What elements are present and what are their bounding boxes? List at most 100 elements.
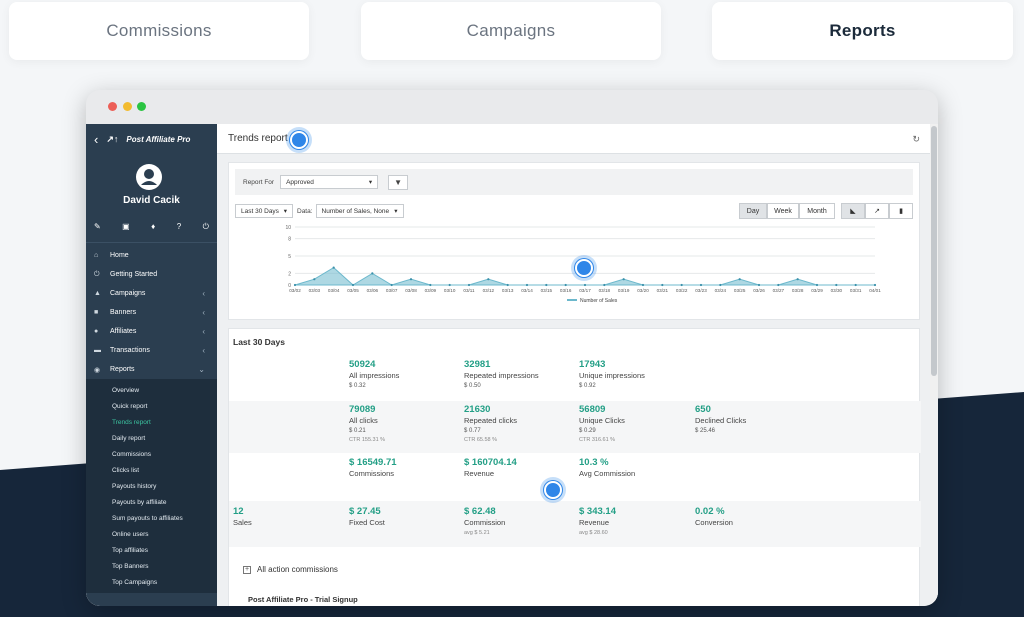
data-point [448,283,451,287]
power-icon[interactable]: ⏻ [202,222,209,231]
y-tick-label: 0 [288,283,291,289]
submenu-item-overview[interactable]: Overview [112,386,140,394]
back-icon[interactable]: ‹ [94,131,99,147]
refresh-icon[interactable]: ↻ [912,134,920,144]
help-icon[interactable]: ? [176,222,182,231]
submenu-item-online-users[interactable]: Online users [112,530,149,538]
sidebar-item-label: Transactions [110,347,150,354]
stat-value: 21630 [464,404,491,415]
data-select[interactable]: Number of Sales, None ▾ [315,204,404,218]
x-tick-label: 03/17 [579,288,591,293]
sidebar-item-transactions[interactable]: ▬ Transactions ‹ [86,341,217,360]
line-chart-button[interactable]: ↗ [865,203,889,219]
x-tick-label: 03/02 [289,288,301,293]
power-icon: ⏻ [94,270,100,278]
y-tick-label: 2 [288,271,291,277]
stat-conversion: 0.02 % Conversion [695,506,733,527]
sidebar-menu: ⌂ Home ⏻ Getting Started ▲ Campaigns ‹ ■ Bann… [86,246,217,593]
month-button[interactable]: Month [799,203,835,219]
maximize-dot[interactable] [137,102,146,111]
range-select[interactable]: Last 30 Days ▾ [235,204,293,218]
data-point [680,283,683,287]
tab-campaigns[interactable]: Campaigns [361,2,661,60]
submenu-item-sum-payouts[interactable]: Sum payouts to affiliates [112,514,183,522]
x-tick-label: 03/09 [425,288,437,293]
highlight-marker[interactable] [571,255,597,281]
summary-title: Last 30 Days [233,337,285,347]
megaphone-icon: ▲ [94,290,101,297]
data-point [564,283,567,287]
sidebar-item-getting-started[interactable]: ⏻ Getting Started [86,265,217,284]
submenu-item-trends-report[interactable]: Trends report [112,418,151,426]
series-area [294,266,875,286]
caret-down-icon: ▾ [368,179,373,186]
data-point [351,283,355,287]
scrollbar[interactable] [930,124,938,606]
x-tick-label: 03/15 [541,288,553,293]
stats-row-sales: 12 Sales $ 27.45 Fixed Cost $ 62.48 Commiss… [229,501,921,547]
scrollbar-thumb[interactable] [931,126,937,376]
week-button[interactable]: Week [767,203,799,219]
x-tick-label: 03/08 [405,288,417,293]
x-tick-label: 03/04 [328,288,340,293]
all-action-commissions-toggle[interactable]: + All action commissions [243,565,338,574]
submenu-item-clicks-list[interactable]: Clicks list [112,466,140,474]
day-button[interactable]: Day [739,203,767,219]
sidebar-item-home[interactable]: ⌂ Home [86,246,217,265]
data-point [641,283,645,287]
tab-commissions[interactable]: Commissions [9,2,309,60]
stat-value: 12 [233,506,244,517]
submenu-item-commissions[interactable]: Commissions [112,450,152,458]
submenu-item-quick-report[interactable]: Quick report [112,402,148,410]
submenu-item-payouts-by-affiliate[interactable]: Payouts by affiliate [112,498,167,506]
caret-down-icon: ▾ [394,208,398,215]
diamond-icon[interactable]: ♦ [151,222,156,231]
brand-name: Post Affiliate Pro [126,134,191,144]
x-tick-label: 03/18 [599,288,611,293]
x-tick-label: 04/01 [869,288,881,293]
y-tick-label: 5 [288,254,291,260]
data-point [332,266,335,269]
stat-avg: avg $ 28.60 [579,530,608,536]
sidebar-item-affiliates[interactable]: ● Affiliates ‹ [86,322,217,341]
stats-row-clicks: 79089 All clicks $ 0.21 CTR 155.31 % 21630 R… [229,401,921,453]
tab-reports[interactable]: Reports [712,2,1013,60]
submenu-item-daily-report[interactable]: Daily report [112,434,146,442]
highlight-marker[interactable] [540,477,566,503]
submenu-item-payouts-history[interactable]: Payouts history [112,482,157,490]
sidebar-item-label: Banners [110,309,137,316]
sidebar-item-campaigns[interactable]: ▲ Campaigns ‹ [86,284,217,303]
range-value: Last 30 Days [241,207,279,215]
stat-commission-avg: $ 62.48 Commission avg $ 5.21 [464,506,505,536]
all-action-commissions-label: All action commissions [257,565,338,574]
stat-label: Repeated impressions [464,371,539,380]
close-dot[interactable] [108,102,117,111]
data-point [293,283,297,287]
expand-icon: + [243,565,251,574]
stat-ctr: CTR 155.31 % [349,437,386,443]
funnel-icon: ▼ [394,177,403,187]
transactions-icon: ▬ [94,347,101,354]
highlight-marker[interactable] [286,127,312,153]
filter-button[interactable]: ▼ [388,174,409,190]
stat-sub: $ 0.29 [579,428,596,434]
x-tick-label: 03/22 [676,288,688,293]
x-tick-label: 03/13 [502,288,514,293]
submenu-item-top-campaigns[interactable]: Top Campaigns [112,578,158,586]
minimize-dot[interactable] [123,102,132,111]
avatar[interactable] [136,164,162,190]
sidebar-item-banners[interactable]: ■ Banners ‹ [86,303,217,322]
data-point [757,283,761,287]
monitor-icon[interactable]: ▣ [122,222,130,231]
report-for-select[interactable]: Approved ▾ [280,175,379,189]
edit-icon[interactable]: ✎ [94,222,101,231]
stat-label: Declined Clicks [695,416,747,425]
area-chart-button[interactable]: ◣ [841,203,865,219]
legend-label: Number of Sales [580,298,618,304]
submenu-item-top-banners[interactable]: Top Banners [112,562,149,570]
user-name: David Cacik [123,195,180,206]
bar-chart-button[interactable]: ▮ [889,203,913,219]
submenu-item-top-affiliates[interactable]: Top affiliates [112,546,149,554]
sidebar-item-reports[interactable]: ◉ Reports ⌄ [86,360,217,379]
stat-sub: $ 0.77 [464,428,481,434]
